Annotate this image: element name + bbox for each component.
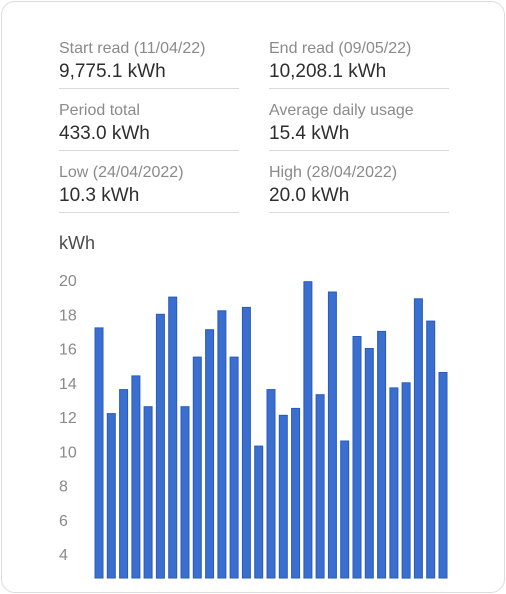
bar[interactable] xyxy=(241,306,251,579)
low-value: 10.3 kWh xyxy=(59,185,140,206)
bar[interactable] xyxy=(389,387,399,579)
bar[interactable] xyxy=(438,372,448,579)
bar[interactable] xyxy=(192,356,202,579)
bar[interactable] xyxy=(168,296,178,579)
y-tick-label: 6 xyxy=(59,513,68,530)
y-tick-label: 16 xyxy=(59,342,77,359)
start-read-label: Start read (11/04/22) xyxy=(59,40,206,57)
chart-unit-label: kWh xyxy=(59,233,95,253)
high-label: High (28/04/2022) xyxy=(269,164,398,181)
bar-series xyxy=(94,281,448,579)
bar[interactable] xyxy=(278,414,288,579)
bar[interactable] xyxy=(217,310,227,579)
bar[interactable] xyxy=(364,348,374,579)
start-read-value: 9,775.1 kWh xyxy=(59,61,166,82)
y-tick-label: 10 xyxy=(59,444,77,461)
bar[interactable] xyxy=(426,320,436,579)
y-tick-label: 18 xyxy=(59,307,77,324)
bar[interactable] xyxy=(413,298,423,579)
end-read-value: 10,208.1 kWh xyxy=(269,61,387,82)
y-tick-label: 14 xyxy=(59,376,77,393)
end-read-stat: End read (09/05/22) 10,208.1 kWh xyxy=(269,40,449,89)
start-read-stat: Start read (11/04/22) 9,775.1 kWh xyxy=(59,40,239,89)
bar[interactable] xyxy=(205,329,215,579)
bar[interactable] xyxy=(303,281,313,579)
bar[interactable] xyxy=(266,389,276,579)
bar[interactable] xyxy=(229,356,239,579)
bar[interactable] xyxy=(340,440,350,579)
y-tick-label: 8 xyxy=(59,479,68,496)
high-stat: High (28/04/2022) 20.0 kWh xyxy=(269,164,449,213)
average-daily-usage-label: Average daily usage xyxy=(269,102,414,119)
low-stat: Low (24/04/2022) 10.3 kWh xyxy=(59,164,239,213)
bar[interactable] xyxy=(143,406,153,579)
y-axis: 4 6 8 10 12 14 16 18 20 xyxy=(59,273,77,564)
y-tick-label: 20 xyxy=(59,273,77,290)
bar[interactable] xyxy=(327,291,337,579)
bar[interactable] xyxy=(106,413,116,579)
period-total-label: Period total xyxy=(59,102,140,119)
bar[interactable] xyxy=(315,394,325,579)
period-total-stat: Period total 433.0 kWh xyxy=(59,102,239,151)
y-tick-label: 12 xyxy=(59,410,77,427)
low-label: Low (24/04/2022) xyxy=(59,164,184,181)
bar[interactable] xyxy=(401,382,411,579)
bar[interactable] xyxy=(352,336,362,579)
bar[interactable] xyxy=(94,327,104,579)
y-tick-label: 4 xyxy=(59,547,68,564)
high-value: 20.0 kWh xyxy=(269,185,350,206)
bar[interactable] xyxy=(131,375,141,579)
bar[interactable] xyxy=(180,406,190,579)
end-read-label: End read (09/05/22) xyxy=(269,40,412,57)
bar[interactable] xyxy=(155,313,165,579)
period-total-value: 433.0 kWh xyxy=(59,123,150,144)
bar[interactable] xyxy=(377,330,387,579)
bar[interactable] xyxy=(119,389,129,579)
bar[interactable] xyxy=(291,407,301,579)
average-daily-usage-value: 15.4 kWh xyxy=(269,123,350,144)
bar[interactable] xyxy=(254,445,264,579)
average-daily-usage-stat: Average daily usage 15.4 kWh xyxy=(269,102,449,151)
